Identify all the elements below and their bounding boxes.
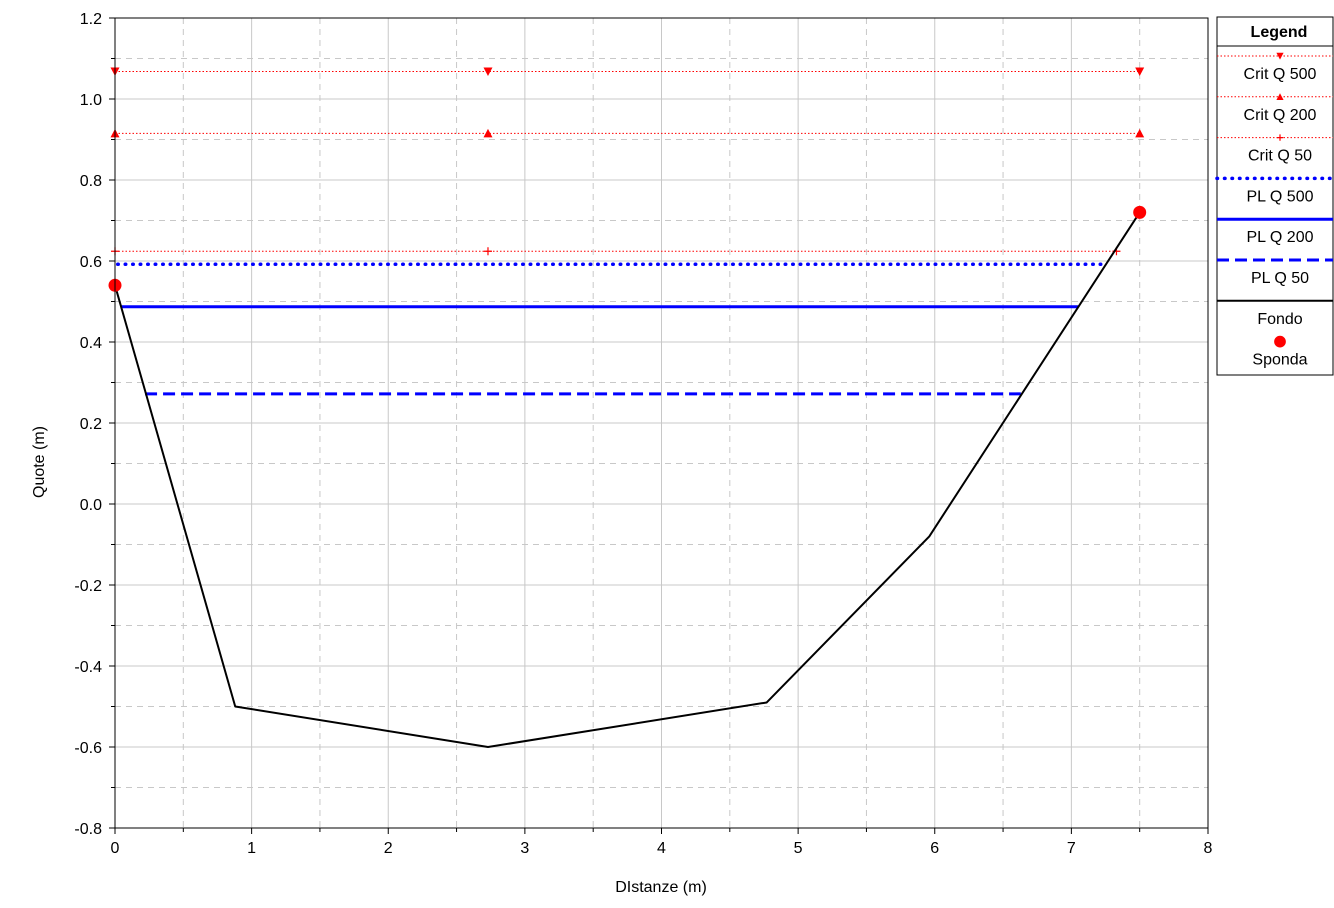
series-line-fondo	[114, 211, 1141, 748]
y-tick-label: -0.4	[74, 659, 102, 676]
y-tick-label: 0.0	[80, 497, 102, 514]
series-marker-crit-q-200	[1135, 128, 1145, 138]
legend-label-pl-q-50: PL Q 50	[1251, 270, 1309, 287]
y-tick-label: 1.0	[80, 92, 102, 109]
y-tick-label: 0.6	[80, 254, 102, 271]
x-tick-label: 7	[1067, 840, 1076, 857]
axis-layer: 0 1 2 3 4 5 6 7 8 -0.8 -0.6 -0.4 -0.2 0.0 0.2 0.4 0.6 0.8…	[74, 11, 1212, 857]
x-tick-label: 0	[111, 840, 120, 857]
series-layer	[108, 67, 1147, 748]
series-marker-crit-q-500	[1135, 67, 1145, 76]
x-tick-label: 8	[1204, 840, 1213, 857]
legend-label-crit-q-50: Crit Q 50	[1248, 148, 1312, 165]
series-marker-crit-q-500	[483, 67, 493, 76]
y-tick-label: 0.8	[80, 173, 102, 190]
y-tick-label: -0.8	[74, 821, 102, 838]
legend-label-crit-q-500: Crit Q 500	[1244, 66, 1317, 83]
legend-label-sponda: Sponda	[1252, 352, 1307, 369]
x-tick-label: 2	[384, 840, 393, 857]
y-tick-label: 0.2	[80, 416, 102, 433]
x-tick-label: 6	[930, 840, 939, 857]
legend-marker-sponda	[1274, 335, 1286, 348]
x-tick-label: 4	[657, 840, 666, 857]
x-tick-label: 3	[520, 840, 529, 857]
series-marker-sponda	[1133, 205, 1147, 219]
x-tick-label: 1	[247, 840, 256, 857]
x-axis-label: DIstanze (m)	[615, 879, 707, 896]
legend-box	[1216, 16, 1334, 376]
series-marker-crit-q-50	[483, 247, 492, 256]
legend-entries: Crit Q 500 Crit Q 200 Crit Q 50 PL Q 500 PL …	[1215, 52, 1334, 369]
x-tick-label: 5	[794, 840, 803, 857]
legend-label-pl-q-500: PL Q 500	[1246, 188, 1313, 205]
y-axis-label: Quote (m)	[31, 426, 48, 498]
y-tick-label: -0.2	[74, 578, 102, 595]
y-tick-label: 1.2	[80, 11, 102, 28]
legend: Legend Crit Q 500 Crit Q 200 Crit Q 50 PL Q…	[1215, 16, 1334, 376]
legend-label-crit-q-200: Crit Q 200	[1244, 107, 1317, 124]
legend-marker-crit-q-50	[1276, 134, 1284, 141]
grid-layer	[114, 17, 1209, 829]
series-marker-crit-q-200	[483, 128, 493, 138]
y-tick-label: -0.6	[74, 740, 102, 757]
legend-marker-crit-q-500	[1276, 52, 1284, 60]
legend-label-pl-q-200: PL Q 200	[1246, 229, 1313, 246]
legend-marker-crit-q-200	[1276, 93, 1284, 100]
y-tick-label: 0.4	[80, 335, 102, 352]
legend-title: Legend	[1251, 24, 1308, 41]
legend-label-fondo: Fondo	[1257, 311, 1302, 328]
